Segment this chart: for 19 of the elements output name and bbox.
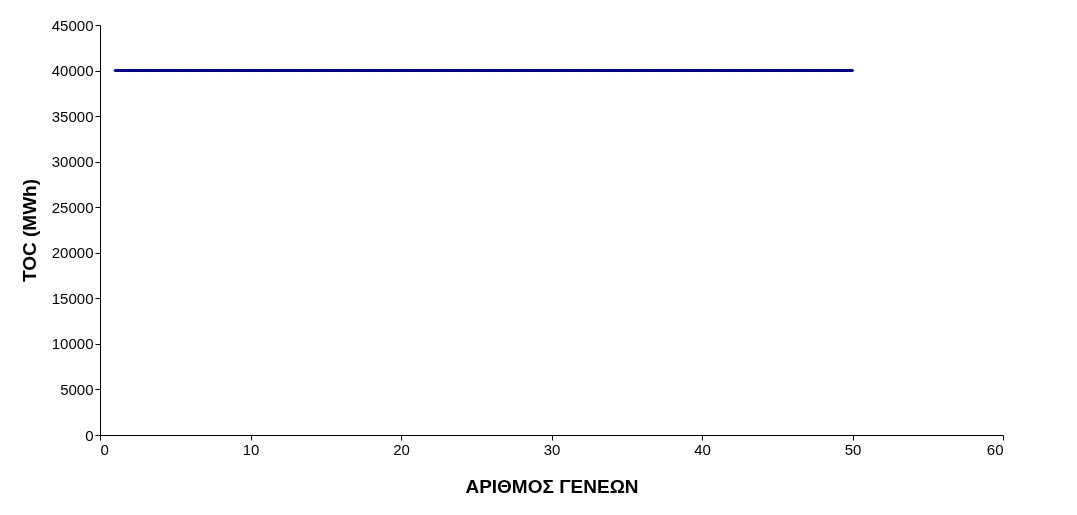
y-tick-label: 10000 [51, 335, 94, 353]
y-tick-label: 5000 [60, 380, 94, 398]
y-axis-title: TOC (MWh) [18, 178, 40, 283]
x-tick-label: 50 [844, 440, 862, 458]
x-tick-label: 10 [242, 440, 260, 458]
y-tick-label: 20000 [51, 244, 94, 262]
y-tick-label: 0 [85, 426, 94, 444]
y-tick-label: 30000 [51, 153, 94, 171]
y-tick-label: 15000 [51, 289, 94, 307]
x-tick-label: 0 [100, 440, 109, 458]
y-tick-label: 25000 [51, 198, 94, 216]
y-tick-label: 45000 [51, 16, 94, 34]
x-tick-label: 30 [543, 440, 561, 458]
x-tick-label: 20 [393, 440, 410, 458]
x-axis-title: ΑΡΙΘΜΟΣ ΓΕΝΕΩΝ [465, 475, 639, 497]
y-tick-label: 40000 [51, 62, 94, 80]
x-tick-label: 40 [694, 440, 711, 458]
x-tick-label: 60 [986, 440, 1004, 458]
y-tick-label: 35000 [51, 107, 94, 125]
